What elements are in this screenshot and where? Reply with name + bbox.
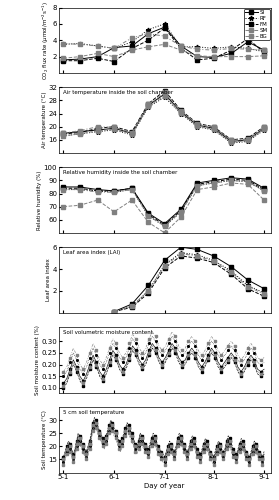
Y-axis label: Air temperature (°C): Air temperature (°C) bbox=[42, 92, 47, 148]
Y-axis label: Leaf area index: Leaf area index bbox=[46, 258, 51, 302]
Text: Soil volumetric moisture content: Soil volumetric moisture content bbox=[63, 330, 153, 334]
X-axis label: Day of year: Day of year bbox=[145, 482, 185, 488]
Y-axis label: Soil temperature (°C): Soil temperature (°C) bbox=[42, 410, 47, 469]
Text: Air temperature inside the soil chamber: Air temperature inside the soil chamber bbox=[63, 90, 173, 95]
Y-axis label: CO$_2$ flux rate ($\mu$mol/m$^{-2}$s$^{-1}$): CO$_2$ flux rate ($\mu$mol/m$^{-2}$s$^{-… bbox=[41, 1, 51, 80]
Text: Relative humidity inside the soil chamber: Relative humidity inside the soil chambe… bbox=[63, 170, 177, 175]
Text: Leaf area index (LAI): Leaf area index (LAI) bbox=[63, 250, 120, 255]
Y-axis label: Soil moisture content (%): Soil moisture content (%) bbox=[35, 325, 40, 395]
Legend: SI, RF, FM, SM, BG: SI, RF, FM, SM, BG bbox=[244, 8, 270, 40]
Text: 5 cm soil temperature: 5 cm soil temperature bbox=[63, 410, 124, 414]
Y-axis label: Relative humidity (%): Relative humidity (%) bbox=[37, 170, 42, 230]
